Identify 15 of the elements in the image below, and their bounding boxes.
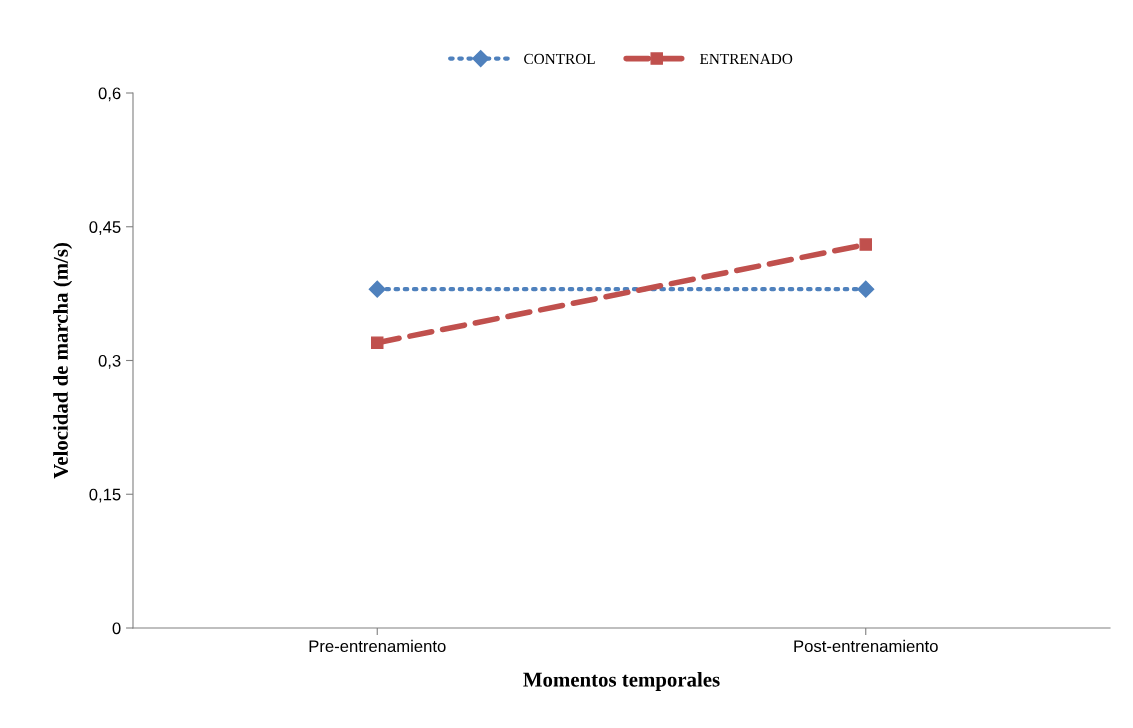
y-tick-label: 0,45	[89, 221, 121, 235]
y-tick-label: 0,3	[98, 354, 121, 369]
legend-label: ENTRENADO	[699, 53, 793, 65]
point	[370, 336, 384, 349]
y-tick-label: 0,15	[89, 488, 121, 503]
legend-label: CONTROL	[524, 53, 595, 65]
point	[859, 238, 873, 251]
x-tick-label: Post-entrenamiento	[794, 639, 938, 653]
point	[857, 280, 875, 298]
y-axis-title: Velocidad de marcha (m/s)	[53, 243, 73, 479]
y-tick-label: 0,6	[98, 87, 121, 102]
point	[368, 280, 386, 298]
y-tick-label: 0	[112, 622, 121, 635]
x-axis-title: Momentos temporales	[523, 672, 720, 691]
x-tick-label: Pre-entrenamiento	[309, 639, 446, 653]
